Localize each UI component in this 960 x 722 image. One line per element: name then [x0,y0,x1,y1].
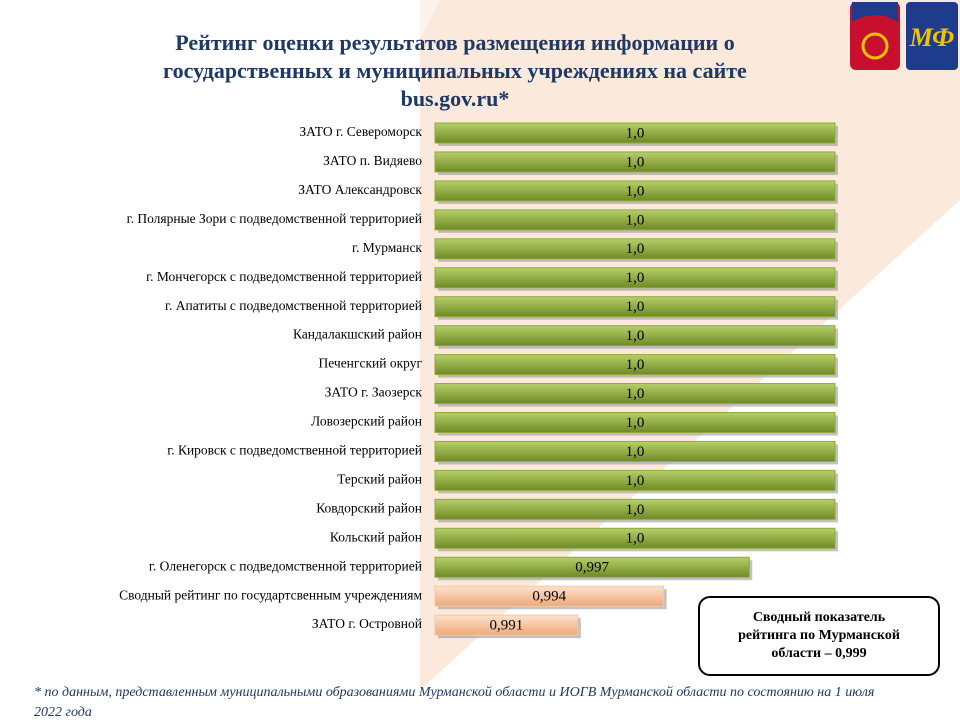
y-tick-label: Ковдорский район [316,500,422,515]
y-tick-label: г. Мончегорск с подведомственной террито… [146,269,422,284]
y-tick-label: ЗАТО п. Видяево [323,153,422,168]
data-label: 1,0 [626,531,645,547]
data-label: 1,0 [626,444,645,460]
y-tick-label: г. Апатиты с подведомственной территорие… [165,298,422,313]
data-label: 1,0 [626,386,645,402]
bar [434,122,836,144]
data-label: 1,0 [626,154,645,170]
data-label: 0,997 [575,560,609,576]
bar [434,296,836,318]
data-label: 0,994 [532,589,566,605]
logo: МФ [850,2,958,70]
y-tick-label: ЗАТО Александровск [298,182,422,197]
data-label: 1,0 [626,270,645,286]
data-label: 1,0 [626,473,645,489]
bar [434,325,836,347]
bar [434,383,836,405]
y-tick-label: Терский район [337,471,422,486]
y-tick-label: ЗАТО г. Островной [312,616,422,631]
background-band [420,0,440,40]
data-label: 1,0 [626,415,645,431]
bar [434,585,665,607]
y-tick-label: Кольский район [330,529,422,544]
data-label: 1,0 [626,212,645,228]
chart-title: bus.gov.ru* [400,86,510,111]
summary-box: Сводный показатель рейтинга по Мурманско… [698,596,940,676]
bar [434,238,836,260]
data-label: 1,0 [626,125,645,141]
y-tick-label: ЗАТО г. Заозерск [325,385,423,400]
chart-title: государственных и муниципальных учрежден… [163,58,747,83]
y-tick-label: Ловозерский район [311,414,422,429]
y-tick-label: г. Мурманск [352,240,422,255]
y-tick-label: Печенгский округ [319,356,423,371]
y-tick-label: Кандалакшский район [293,327,422,342]
data-label: 1,0 [626,357,645,373]
y-tick-label: ЗАТО г. Североморск [299,124,422,139]
data-label: 1,0 [626,502,645,518]
footnote: * по данным, представленным муниципальны… [34,685,875,720]
chart-title: Рейтинг оценки результатов размещения ин… [175,30,735,55]
y-tick-label: г. Кировск с подведомственной территорие… [167,443,422,458]
y-tick-label: г. Оленегорск с подведомственной террито… [149,558,422,573]
bar [434,209,836,231]
y-tick-label: Сводный рейтинг по государтсвенным учреж… [119,587,422,602]
bar [434,412,836,433]
data-label: 1,0 [626,183,645,199]
y-tick-label: г. Полярные Зори с подведомственной терр… [127,211,422,226]
bar [434,440,836,462]
svg-text:МФ: МФ [909,23,955,52]
bar [434,354,836,376]
bar [434,267,836,289]
bar [434,527,836,549]
data-label: 1,0 [626,328,645,344]
bar [434,498,836,520]
data-label: 0,991 [490,618,524,634]
bar [434,151,836,173]
bar [434,556,750,578]
bar [434,614,579,636]
data-label: 1,0 [626,241,645,257]
bar [434,469,836,491]
data-label: 1,0 [626,299,645,315]
bar [434,180,836,202]
